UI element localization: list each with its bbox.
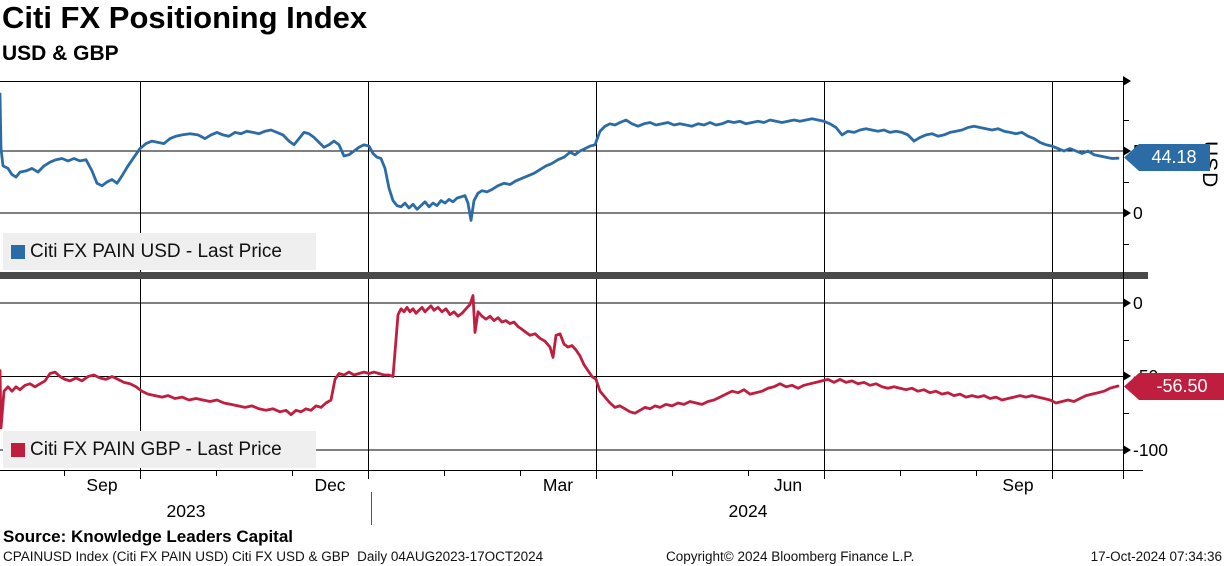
x-minor-tick xyxy=(976,471,977,476)
ytick-arrow-icon xyxy=(1123,371,1131,382)
source-line: Source: Knowledge Leaders Capital xyxy=(3,527,294,546)
legend-gbp-label: Citi FX PAIN GBP - Last Price xyxy=(30,438,282,460)
ytick-minor xyxy=(1123,339,1129,341)
ytick-arrow-icon xyxy=(1123,76,1131,86)
ytick-label: 0 xyxy=(1133,292,1143,313)
usd-last-price-tag: 44.18 xyxy=(1124,144,1210,171)
ytick-label: 0 xyxy=(1133,203,1143,223)
x-major-tick xyxy=(1123,471,1124,479)
copyright-line: Copyright© 2024 Bloomberg Finance L.P. xyxy=(666,549,915,564)
ytick-arrow-icon xyxy=(1123,146,1131,157)
usd-price-plot xyxy=(0,81,1123,272)
month-label: Jun xyxy=(773,475,803,495)
legend-usd: Citi FX PAIN USD - Last Price xyxy=(3,233,316,270)
timestamp: 17-Oct-2024 07:34:36 xyxy=(1090,549,1222,564)
ytick-minor xyxy=(1123,182,1129,183)
x-minor-tick xyxy=(900,471,901,476)
legend-gbp: Citi FX PAIN GBP - Last Price xyxy=(3,431,316,468)
x-minor-tick xyxy=(520,471,521,476)
x-major-tick xyxy=(368,471,369,479)
x-minor-tick xyxy=(444,471,445,476)
chart-title: Citi FX Positioning Index xyxy=(2,0,368,35)
x-minor-tick xyxy=(292,471,293,476)
gbp-series-line xyxy=(0,294,1120,430)
x-minor-tick xyxy=(216,471,217,476)
month-label: Mar xyxy=(542,475,574,495)
usd-legend-swatch-icon xyxy=(11,244,25,259)
year-label: 2024 xyxy=(728,501,768,521)
ytick-minor xyxy=(1123,120,1129,122)
x-minor-tick xyxy=(64,471,65,476)
bottom-axis-line xyxy=(0,470,1143,471)
usd-series-line xyxy=(0,92,1120,222)
x-minor-tick xyxy=(748,471,749,476)
gbp-price-plot xyxy=(0,279,1123,470)
x-major-tick xyxy=(596,471,597,479)
panel-divider xyxy=(0,272,1148,279)
x-major-tick xyxy=(1052,471,1053,479)
x-minor-tick xyxy=(672,471,673,476)
x-major-tick xyxy=(824,471,825,479)
x-major-tick xyxy=(140,471,141,479)
year-label: 2023 xyxy=(166,501,206,521)
ytick-label: -100 xyxy=(1133,440,1169,460)
chart-subtitle: USD & GBP xyxy=(2,42,119,65)
gbp-legend-swatch-icon xyxy=(11,442,25,457)
ytick-arrow-icon xyxy=(1123,208,1131,218)
month-label: Sep xyxy=(1002,475,1034,495)
legend-usd-label: Citi FX PAIN USD - Last Price xyxy=(30,240,282,262)
ytick-arrow-icon xyxy=(1123,445,1131,455)
ytick-minor xyxy=(1123,243,1129,245)
year-separator xyxy=(371,492,372,525)
ticker-line: CPAINUSD Index (Citi FX PAIN USD) Citi F… xyxy=(3,549,544,564)
month-label: Sep xyxy=(86,475,118,495)
right-axis-line xyxy=(1123,81,1124,470)
month-label: Dec xyxy=(314,475,346,495)
gbp-last-price-tag: -56.50 xyxy=(1124,373,1224,400)
ytick-arrow-icon xyxy=(1123,297,1131,308)
ytick-minor xyxy=(1123,413,1129,415)
